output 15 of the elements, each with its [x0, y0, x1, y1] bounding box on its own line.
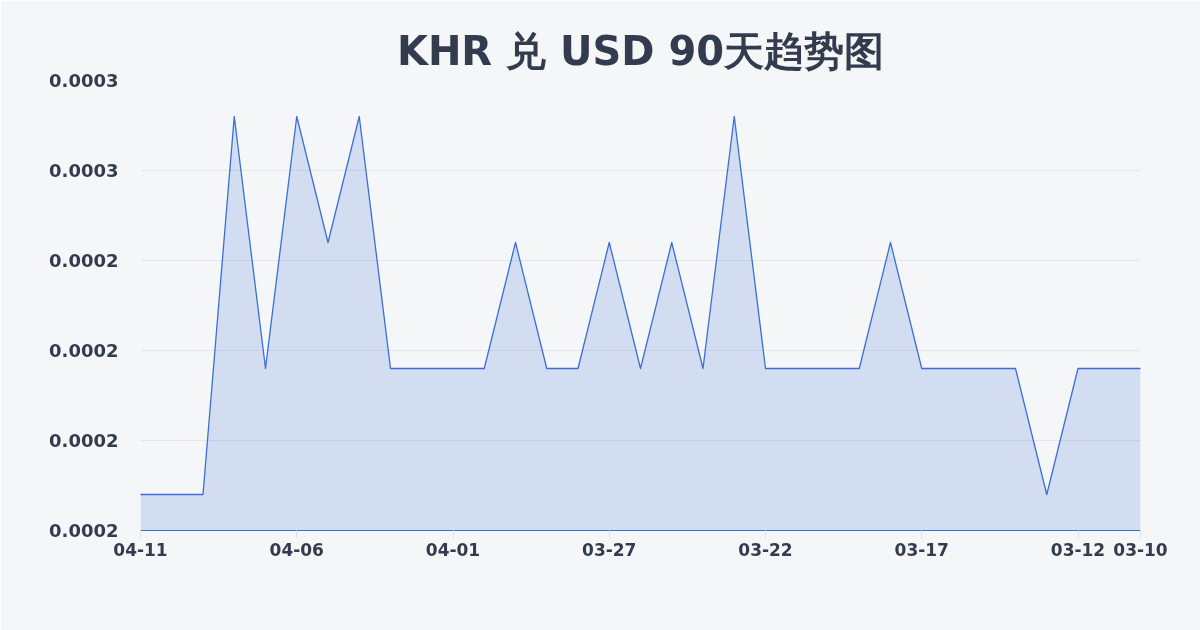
x-tick-label: 03-10: [1113, 539, 1168, 560]
x-tick-label: 04-06: [269, 539, 324, 560]
x-tick-label: 03-27: [582, 539, 637, 560]
x-tick-label: 03-17: [894, 539, 949, 560]
x-tick-label: 03-12: [1050, 539, 1106, 560]
y-tick-label: 0.0003: [49, 70, 119, 91]
y-tick-label: 0.0003: [49, 160, 119, 181]
x-tick-label: 04-11: [113, 539, 168, 560]
y-tick-label: 0.0002: [49, 250, 119, 271]
x-tick-label: 04-01: [425, 539, 481, 560]
y-tick-label: 0.0002: [49, 520, 119, 541]
y-tick-label: 0.0002: [49, 340, 119, 361]
y-tick-label: 0.0002: [49, 430, 119, 451]
chart-title: KHR 兑 USD 90天趋势图: [396, 27, 885, 74]
x-tick-label: 03-22: [738, 539, 793, 560]
